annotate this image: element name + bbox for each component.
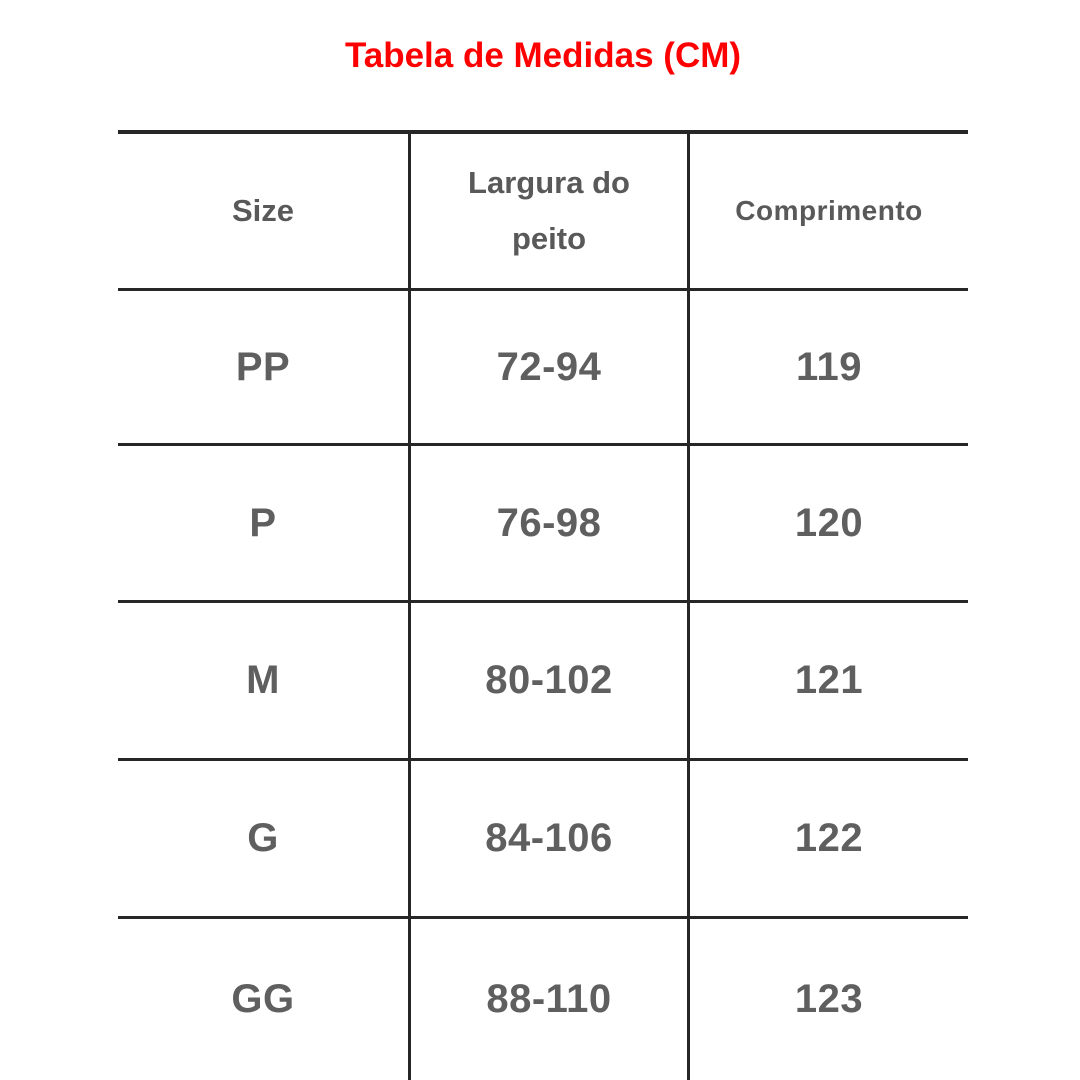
size-value: M xyxy=(246,658,280,702)
chest-width-value: 84-106 xyxy=(408,761,687,916)
length-value: 120 xyxy=(687,446,968,600)
size-table: Size Largura do peito Comprimento PP 72-… xyxy=(118,130,968,1080)
chest-width-value: 88-110 xyxy=(408,919,687,1080)
chest-width-value: 72-94 xyxy=(408,291,687,443)
size-value: PP xyxy=(235,344,291,389)
column-header-size: Size xyxy=(231,193,295,228)
chest-width-value: 76-98 xyxy=(408,446,687,600)
table-row-gg: GG 88-110 123 xyxy=(118,916,968,1080)
table-header-row: Size Largura do peito Comprimento xyxy=(118,130,968,288)
table-row-g: G 84-106 122 xyxy=(118,758,968,916)
column-header-chest-width: Largura do peito xyxy=(408,134,687,288)
column-header-length: Comprimento xyxy=(687,134,968,288)
size-value: GG xyxy=(231,977,295,1021)
size-value: G xyxy=(247,816,279,860)
table-row-m: M 80-102 121 xyxy=(118,600,968,758)
length-value: 119 xyxy=(687,291,968,443)
length-value: 121 xyxy=(687,603,968,758)
table-row-p: P 76-98 120 xyxy=(118,443,968,600)
chest-width-value: 80-102 xyxy=(408,603,687,758)
page-title: Tabela de Medidas (CM) xyxy=(344,36,742,75)
table-row-pp: PP 72-94 119 xyxy=(118,288,968,443)
column-header-chest-width-label: Largura do peito xyxy=(468,165,630,256)
length-value: 122 xyxy=(687,761,968,916)
length-value: 123 xyxy=(687,919,968,1080)
size-value: P xyxy=(249,500,277,545)
